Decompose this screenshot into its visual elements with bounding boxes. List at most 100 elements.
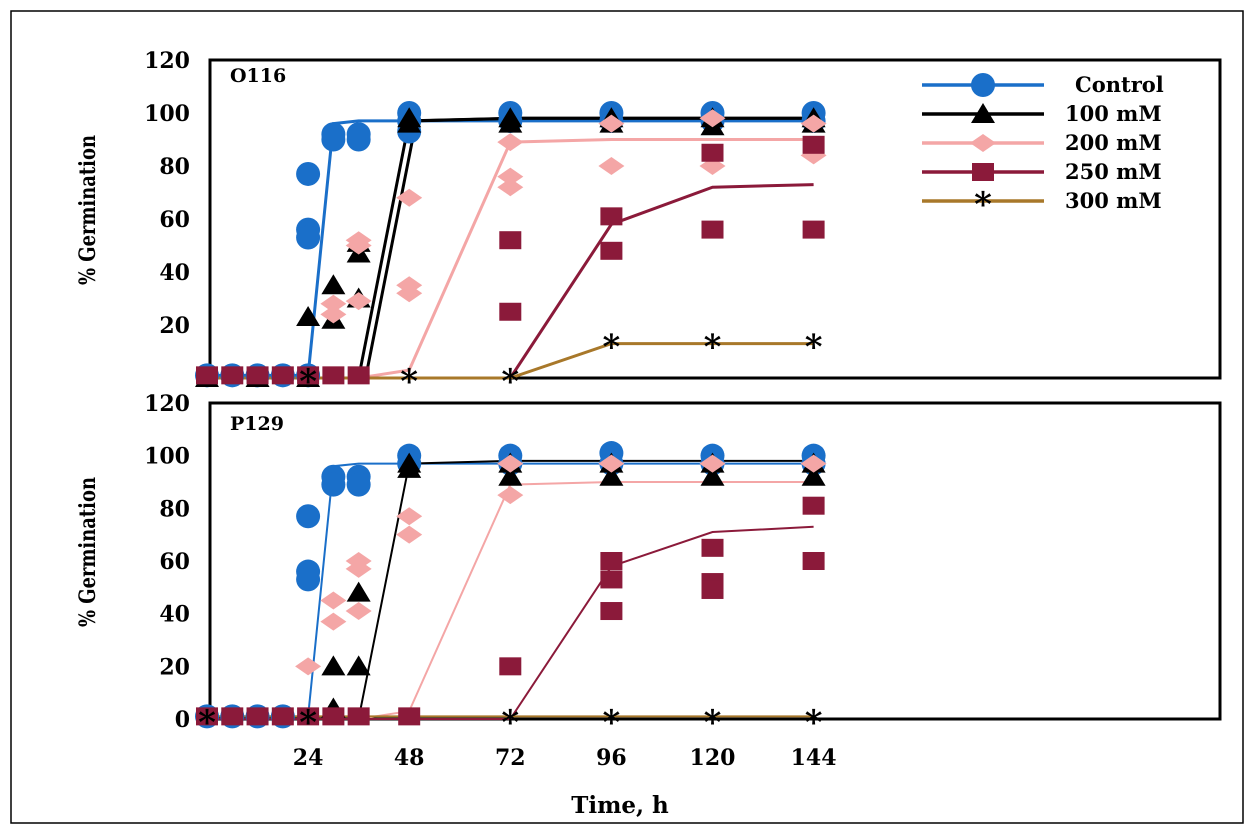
data-point (497, 167, 524, 186)
data-point (346, 127, 371, 152)
data-point (345, 292, 372, 311)
data-point: * (603, 703, 621, 743)
data-point (320, 591, 347, 610)
data-point: * (603, 328, 621, 368)
legend: Control 100 mM 200 mM 250 mM * 300 mM (922, 72, 1164, 225)
legend-marker (971, 103, 995, 123)
data-point (296, 504, 321, 529)
legend-label: Control (1075, 72, 1164, 97)
legend-marker (972, 163, 994, 181)
data-point: * (400, 362, 418, 402)
data-point: * (299, 703, 317, 743)
data-point (802, 220, 825, 239)
data-point (196, 707, 218, 726)
data-point (800, 454, 827, 473)
y-tick-label: 80 (159, 154, 190, 180)
data-point (295, 657, 322, 676)
legend-marker: * (974, 185, 992, 225)
data-point (701, 538, 724, 557)
data-point (499, 302, 522, 321)
data-point (345, 559, 372, 578)
data-point (296, 225, 321, 250)
data-point (345, 602, 372, 621)
data-point: * (704, 328, 722, 368)
panel-label-o116: O116 (230, 65, 286, 87)
data-point (499, 231, 522, 250)
y-ticks-p129: 120 100 80 60 40 20 0 (144, 391, 190, 733)
data-point (321, 274, 346, 295)
data-point: * (805, 328, 823, 368)
data-point (699, 454, 726, 473)
data-point (701, 220, 724, 239)
data-point (296, 161, 321, 186)
series-points-p129: * * * * * * (195, 441, 827, 743)
data-point (296, 567, 321, 592)
data-point (699, 109, 726, 128)
data-point (598, 454, 625, 473)
data-point (347, 707, 370, 726)
data-point (321, 127, 346, 152)
y-tick-label: 100 (144, 101, 190, 127)
legend-label: 100 mM (1065, 101, 1162, 126)
y-tick-label: 100 (144, 444, 190, 470)
data-point (396, 188, 423, 207)
data-point (498, 112, 523, 133)
y-tick-label: 60 (159, 549, 190, 575)
data-point (271, 707, 294, 726)
data-point (701, 580, 724, 599)
data-point: * (198, 703, 216, 743)
data-point (347, 366, 370, 385)
data-point (600, 602, 623, 621)
x-ticks-p129: 24 48 72 96 120 144 (293, 745, 837, 771)
data-point (322, 366, 345, 385)
data-point (497, 178, 524, 197)
data-point (497, 486, 524, 505)
data-point (499, 657, 522, 676)
data-point (600, 570, 623, 589)
y-tick-label: 40 (159, 602, 190, 628)
x-tick-label: 48 (394, 745, 425, 771)
data-point: * (501, 362, 519, 402)
data-point (801, 465, 826, 486)
data-point (598, 114, 625, 133)
data-point (346, 581, 371, 602)
data-point (320, 294, 347, 313)
y-tick-label: 60 (159, 207, 190, 233)
x-tick-label: 72 (495, 745, 526, 771)
data-point (271, 366, 294, 385)
y-tick-label: 40 (159, 260, 190, 286)
x-axis-label: Time, h (571, 792, 669, 819)
data-point (345, 236, 372, 255)
x-tick-label: 24 (293, 745, 324, 771)
data-point (600, 552, 623, 570)
data-point (320, 612, 347, 631)
outer-frame (10, 10, 1244, 824)
data-point (346, 655, 371, 676)
legend-label: 300 mM (1065, 188, 1162, 213)
data-point (397, 112, 422, 133)
x-tick-label: 120 (690, 745, 736, 771)
legend-label: 250 mM (1065, 159, 1162, 184)
x-tick-label: 144 (791, 745, 837, 771)
data-point (221, 366, 244, 385)
y-axis-label-o116: % Germination (75, 135, 101, 285)
panel-label-p129: P129 (230, 413, 284, 435)
data-point (320, 305, 347, 324)
data-point: * (805, 703, 823, 743)
data-point (802, 135, 825, 154)
plot-frame-p129 (208, 401, 1222, 721)
data-point (800, 114, 827, 133)
data-point (802, 496, 825, 515)
data-point (397, 457, 422, 478)
y-tick-label: 20 (159, 313, 190, 339)
data-point (297, 366, 320, 385)
x-tick-label: 96 (596, 745, 627, 771)
data-point (396, 525, 423, 544)
data-point (296, 306, 321, 327)
data-point (802, 552, 825, 570)
data-point (396, 284, 423, 303)
plot-frame-o116 (208, 58, 1222, 380)
data-point (701, 143, 724, 162)
legend-label: 200 mM (1065, 130, 1162, 155)
